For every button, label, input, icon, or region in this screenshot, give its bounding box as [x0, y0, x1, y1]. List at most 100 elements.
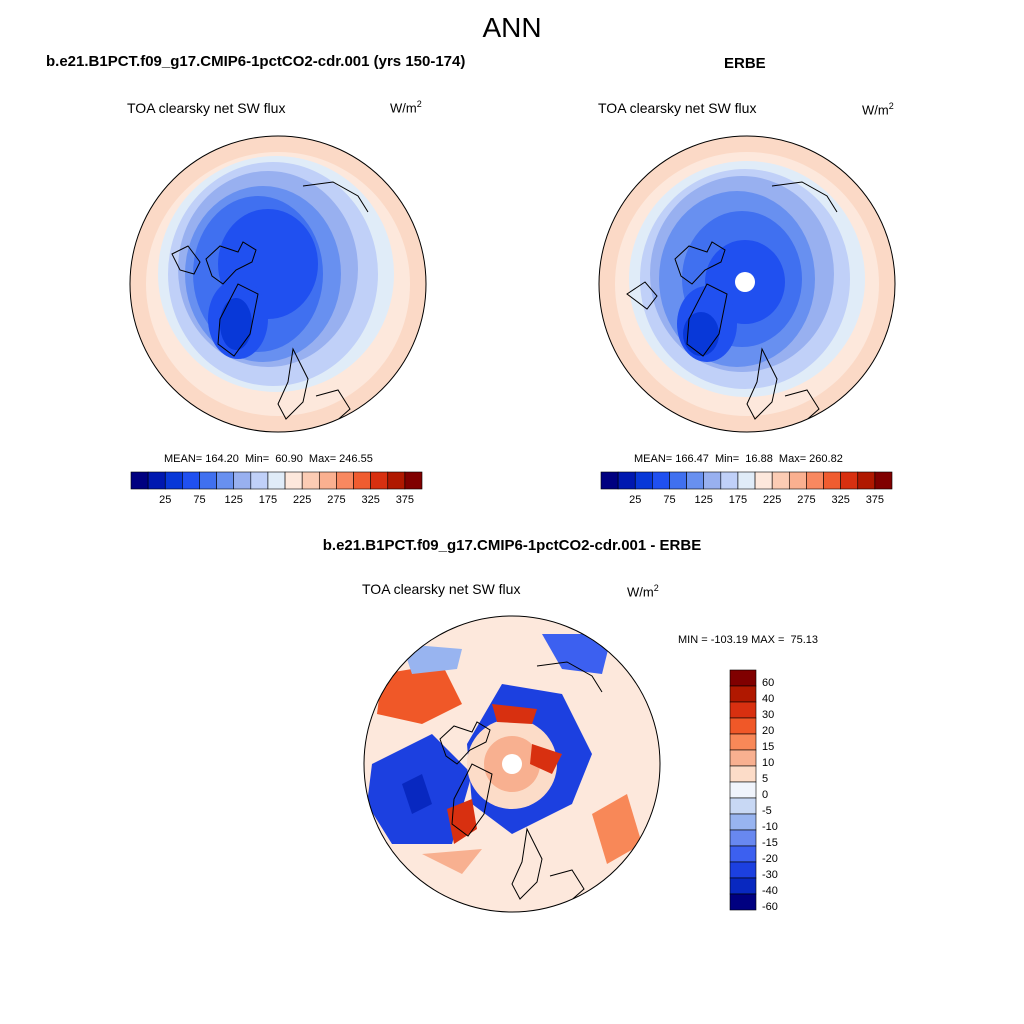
model-stats: MEAN= 164.20 Min= 60.90 Max= 246.55 [164, 453, 373, 465]
model-colorbar-tick-label: 25 [159, 494, 172, 506]
obs-colorbar-tick-label: 275 [797, 494, 816, 506]
model-colorbar-tick-label: 125 [224, 494, 243, 506]
diff-colorbar-tick-label: -30 [762, 869, 778, 881]
model-colorbar-box [336, 471, 354, 490]
obs-colorbar-tick-label: 75 [663, 494, 676, 506]
diff-colorbar-tick-label: 0 [762, 789, 769, 801]
diff-colorbar-tick-label: 20 [762, 725, 775, 737]
figure-title: ANN [482, 12, 542, 43]
obs-variable-label: TOA clearsky net SW flux [598, 100, 757, 116]
model-colorbar-box [147, 471, 166, 490]
obs-colorbar-tick-label: 25 [629, 494, 642, 506]
model-colorbar-box [387, 471, 406, 490]
model-colorbar-box [164, 471, 183, 490]
model-colorbar-box [318, 471, 337, 490]
diff-colorbar-labels: 60 40 30 20 15 10 5 0 -5 -10 -15 -20 -30 -40 -60 [762, 670, 802, 913]
model-colorbar-box [370, 471, 389, 490]
obs-colorbar-box [686, 471, 705, 490]
diff-colorbar-box [729, 701, 757, 719]
obs-colorbar-box [737, 471, 756, 490]
diff-colorbar-box [729, 765, 757, 783]
obs-colorbar-labels: 25 75 125 175 225 275 325 375 [601, 494, 892, 508]
obs-polar-map [598, 135, 896, 433]
model-colorbar-tick-label: 225 [292, 494, 312, 506]
model-colorbar-tick-label: 375 [395, 494, 415, 506]
diff-colorbar [729, 669, 757, 915]
diff-variable-label: TOA clearsky net SW flux [362, 581, 521, 597]
model-colorbar-box [267, 471, 286, 490]
model-variable-label: TOA clearsky net SW flux [127, 100, 286, 116]
obs-panel-title: ERBE [724, 55, 766, 72]
diff-colorbar-box [729, 733, 757, 751]
model-colorbar-box [182, 471, 200, 490]
diff-colorbar-tick-label: -15 [762, 837, 778, 849]
diff-colorbar-tick-label: -60 [762, 901, 778, 913]
obs-colorbar-boxes [600, 471, 893, 490]
obs-colorbar-tick-label: 325 [831, 494, 850, 506]
diff-units: W/m2 [627, 583, 659, 600]
diff-colorbar-box [729, 749, 757, 767]
obs-colorbar-box [857, 471, 876, 490]
diff-colorbar-tick-label: 60 [762, 677, 775, 689]
model-colorbar-box [233, 471, 252, 490]
obs-colorbar-box [823, 471, 841, 490]
model-colorbar-box [284, 471, 303, 490]
obs-colorbar-box [617, 471, 636, 490]
obs-colorbar-box [720, 471, 739, 490]
model-colorbar-labels: 25 75 125 175 225 275 325 375 [131, 494, 422, 508]
diff-polar-map [363, 615, 661, 913]
diff-colorbar-tick-label: -40 [762, 885, 778, 897]
diff-colorbar-box [729, 717, 757, 735]
diff-colorbar-tick-label: 40 [762, 693, 775, 705]
diff-colorbar-tick-label: -5 [762, 805, 772, 817]
obs-colorbar-tick-label: 375 [865, 494, 885, 506]
obs-colorbar-box [600, 471, 619, 490]
diff-colorbar-box [729, 877, 757, 895]
diff-colorbar-tick-label: -20 [762, 853, 778, 865]
diff-stats: MIN = -103.19 MAX = 75.13 [678, 634, 819, 646]
obs-colorbar-box [652, 471, 670, 490]
diff-panel-title: b.e21.B1PCT.f09_g17.CMIP6-1pctCO2-cdr.00… [322, 537, 702, 554]
obs-colorbar-box [669, 471, 687, 490]
model-colorbar [130, 471, 423, 494]
diff-colorbar-box [729, 781, 757, 799]
model-panel-title: b.e21.B1PCT.f09_g17.CMIP6-1pctCO2-cdr.00… [46, 53, 466, 70]
model-colorbar-box [250, 471, 269, 490]
obs-colorbar-box [771, 471, 790, 490]
model-colorbar-box [404, 471, 423, 490]
diff-colorbar-box [729, 685, 757, 703]
obs-colorbar-tick-label: 125 [694, 494, 713, 506]
obs-colorbar-box [840, 471, 859, 490]
obs-colorbar-box [806, 471, 824, 490]
model-colorbar-tick-label: 325 [361, 494, 380, 506]
obs-colorbar-box [874, 471, 893, 490]
model-colorbar-tick-label: 75 [193, 494, 206, 506]
model-colorbar-box [301, 471, 320, 490]
obs-colorbar [600, 471, 893, 494]
diff-colorbar-tick-label: 15 [762, 741, 775, 753]
model-colorbar-tick-label: 175 [258, 494, 278, 506]
model-colorbar-box [353, 471, 371, 490]
model-colorbar-tick-label: 275 [327, 494, 346, 506]
diff-colorbar-box [729, 829, 757, 847]
diff-colorbar-box [729, 893, 757, 911]
obs-units: W/m2 [862, 101, 894, 118]
model-polar-map [129, 135, 427, 433]
obs-colorbar-box [703, 471, 722, 490]
model-units: W/m2 [390, 99, 422, 116]
model-colorbar-boxes [130, 471, 423, 490]
diff-colorbar-tick-label: 10 [762, 757, 775, 769]
model-colorbar-box [199, 471, 217, 490]
diff-colorbar-tick-label: 30 [762, 709, 775, 721]
diff-colorbar-box [729, 669, 757, 687]
diff-colorbar-tick-label: -10 [762, 821, 778, 833]
model-colorbar-box [216, 471, 235, 490]
obs-colorbar-box [788, 471, 807, 490]
diff-colorbar-box [729, 797, 757, 815]
obs-stats: MEAN= 166.47 Min= 16.88 Max= 260.82 [634, 453, 843, 465]
model-colorbar-box [130, 471, 149, 490]
diff-colorbar-box [729, 845, 757, 863]
diff-colorbar-box [729, 861, 757, 879]
obs-colorbar-box [754, 471, 773, 490]
obs-colorbar-tick-label: 225 [762, 494, 782, 506]
